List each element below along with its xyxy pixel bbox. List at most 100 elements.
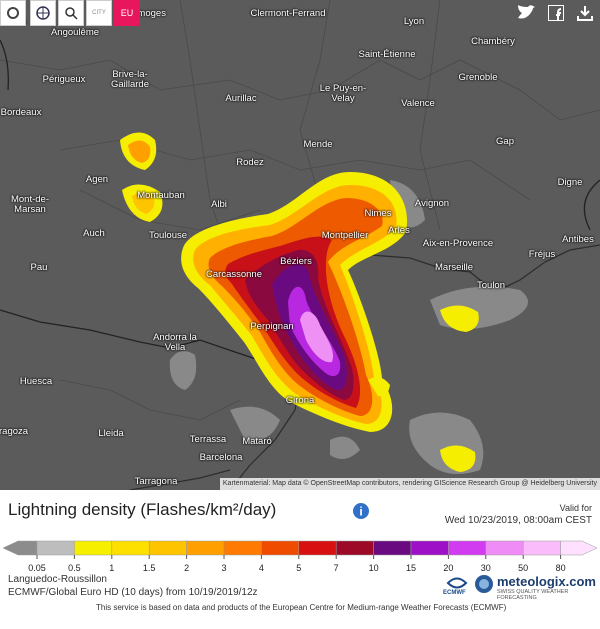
- globe-icon: [36, 6, 50, 20]
- city-label: Tarragona: [134, 476, 178, 487]
- scale-segment: [298, 540, 337, 556]
- lightning-areas: [120, 132, 479, 472]
- scale-label: 7: [333, 563, 339, 573]
- city-label: Saint-Étienne: [358, 49, 416, 60]
- scale-label: 1: [109, 563, 115, 573]
- city-label: Angoulême: [50, 27, 100, 38]
- color-scale: [2, 540, 598, 559]
- city-button[interactable]: CITY: [86, 0, 112, 26]
- map: SaintesLimogesAngoulêmeClermont-FerrandL…: [0, 0, 600, 490]
- city-label: Pau: [30, 262, 48, 273]
- brand: meteologix.com: [497, 574, 596, 589]
- valid-label: Valid for: [559, 503, 592, 513]
- model-info: ECMWF/Global Euro HD (10 days) from 10/1…: [8, 587, 258, 598]
- scale-segment: [522, 540, 561, 556]
- city-label: Gap: [496, 136, 514, 147]
- city-label: Bordeaux: [0, 107, 42, 118]
- scale-segment: [485, 540, 524, 556]
- scale-label: 30: [480, 563, 491, 573]
- scale-segment: [74, 540, 113, 556]
- settings-icon: [7, 7, 19, 19]
- city-label: Le Puy-en-Velay: [319, 83, 367, 104]
- city-label: Grenoble: [458, 72, 498, 83]
- city-label: Barcelona: [199, 452, 243, 463]
- scale-segment: [261, 540, 300, 556]
- city-label: Huesca: [19, 376, 53, 387]
- scale-segment: [448, 540, 487, 556]
- city-label: Montpellier: [321, 230, 369, 241]
- city-label: Périgueux: [42, 74, 86, 85]
- facebook-button[interactable]: [543, 0, 569, 26]
- scale-segment: [223, 540, 262, 556]
- city-label: Mont-de-Marsan: [10, 194, 49, 215]
- scale-segment: [2, 540, 38, 556]
- map-canvas: [0, 0, 600, 490]
- facebook-icon: [548, 5, 564, 21]
- city-label: Montauban: [137, 190, 185, 201]
- valid-time: Wed 10/23/2019, 08:00am CEST: [444, 515, 592, 526]
- twitter-icon: [518, 5, 535, 19]
- scale-segment: [148, 540, 187, 556]
- map-attribution: Kartenmaterial: Map data © OpenStreetMap…: [219, 478, 600, 490]
- meteologix-logo: [475, 575, 493, 593]
- tagline: SWISS QUALITY WEATHER FORECASTING: [497, 589, 569, 601]
- scale-label: 2: [184, 563, 190, 573]
- scale-segment: [410, 540, 449, 556]
- city-label: Andorra la Vella: [153, 332, 197, 353]
- city-label: Valence: [401, 98, 435, 109]
- scale-label: 15: [405, 563, 417, 573]
- city-label: Carcassonne: [206, 269, 262, 280]
- city-label: Digne: [557, 177, 583, 188]
- svg-text:i: i: [359, 505, 362, 519]
- scale-segment: [111, 540, 150, 556]
- city-label: Agen: [85, 174, 109, 185]
- city-label: Albi: [211, 199, 227, 210]
- scale-segment: [335, 540, 374, 556]
- city-label: Béziers: [280, 256, 312, 267]
- info-icon[interactable]: i: [352, 502, 370, 520]
- city-label: Limoges: [130, 8, 166, 19]
- twitter-button[interactable]: [513, 0, 539, 26]
- globe-button[interactable]: [30, 0, 56, 26]
- city-label: Aurillac: [225, 93, 257, 104]
- city-label: Auch: [83, 228, 105, 239]
- city-label: Mataró: [242, 436, 272, 447]
- scale-label: 5: [296, 563, 302, 573]
- scale-label: 20: [443, 563, 454, 573]
- scale-segment: [373, 540, 412, 556]
- scale-label: 10: [368, 563, 379, 573]
- ecmwf-label: ECMWF: [443, 590, 466, 596]
- city-label: Lyon: [403, 16, 425, 27]
- city-label: Rodez: [236, 157, 264, 168]
- city-label: Aix-en-Provence: [422, 238, 494, 249]
- city-label: Marseille: [434, 262, 474, 273]
- scale-segment: [36, 540, 75, 556]
- city-label: Girona: [285, 395, 315, 406]
- scale-label: 4: [258, 563, 264, 573]
- zoom-button[interactable]: [58, 0, 84, 26]
- scale-segment: [186, 540, 225, 556]
- city-label: Fréjus: [528, 249, 556, 260]
- download-icon: [577, 6, 593, 21]
- city-label: Toulon: [477, 280, 505, 291]
- scale-label: 0.5: [68, 563, 81, 573]
- legend-title: Lightning density (Flashes/km²/day): [8, 500, 277, 519]
- city-label: Avignon: [414, 198, 450, 209]
- city-label: Arles: [388, 225, 410, 236]
- city-label: Clermont-Ferrand: [250, 8, 326, 19]
- region-button[interactable]: EU: [114, 0, 140, 26]
- scale-label: 50: [518, 563, 529, 573]
- city-label: Brive-la-Gaillarde: [110, 69, 150, 90]
- city-label: Toulouse: [148, 230, 188, 241]
- city-label: Terrassa: [189, 434, 227, 445]
- city-label: Mende: [303, 139, 333, 150]
- scale-label: 0.05: [28, 563, 46, 573]
- zoom-icon: [65, 7, 78, 20]
- city-label: Lleida: [98, 428, 124, 439]
- ecmwf-logo: [446, 577, 468, 589]
- download-button[interactable]: [572, 0, 598, 26]
- scale-label: 1.5: [142, 563, 156, 573]
- menu-button[interactable]: [0, 0, 26, 26]
- city-label: Zaragoza: [0, 426, 29, 437]
